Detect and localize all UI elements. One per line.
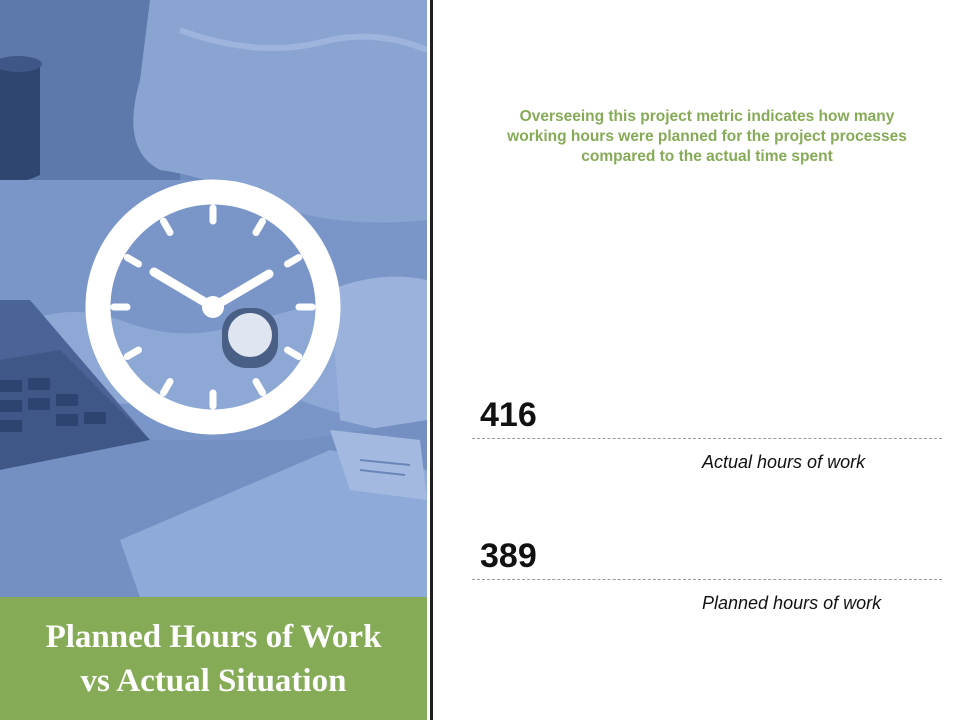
slide-title-line-1: Planned Hours of Work xyxy=(45,618,382,655)
vertical-divider xyxy=(427,0,436,720)
slide-title-line-2: vs Actual Situation xyxy=(80,662,347,699)
slide-title: Planned Hours of Work vs Actual Situatio… xyxy=(9,615,419,703)
planned-hours-label: Planned hours of work xyxy=(702,593,882,613)
metric-separator-1 xyxy=(472,438,942,439)
clock-icon xyxy=(84,178,342,436)
title-banner: Planned Hours of Work vs Actual Situatio… xyxy=(0,597,427,720)
background-photo xyxy=(0,0,427,597)
description-text: Overseeing this project metric indicates… xyxy=(507,108,907,165)
actual-hours-value: 416 xyxy=(480,396,537,434)
metric-separator-2 xyxy=(472,579,942,580)
photo-illustration xyxy=(0,0,427,597)
planned-hours-value: 389 xyxy=(480,537,537,575)
actual-hours-label: Actual hours of work xyxy=(702,452,866,472)
